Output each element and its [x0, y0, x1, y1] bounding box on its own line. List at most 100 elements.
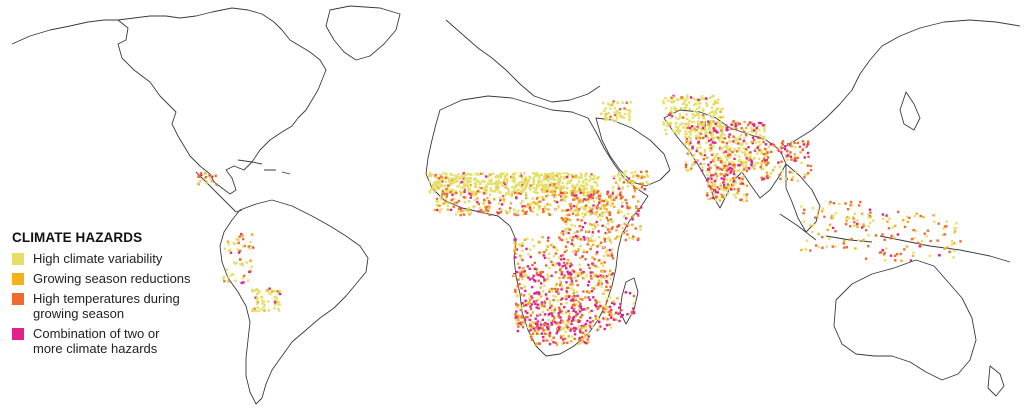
- hazard-pixel: [591, 185, 594, 188]
- hazard-pixel: [584, 333, 587, 337]
- hazard-pixel: [713, 129, 716, 132]
- hazard-pixel: [605, 285, 608, 288]
- hazard-pixel: [688, 119, 691, 123]
- hazard-pixel: [449, 173, 452, 176]
- hazard-pixel: [722, 115, 725, 119]
- hazard-pixel: [695, 99, 699, 102]
- hazard-pixel: [517, 319, 520, 322]
- hazard-pixel: [606, 190, 609, 194]
- hazard-pixel: [885, 214, 888, 217]
- hazard-pixel: [552, 316, 556, 319]
- hazard-pixel: [690, 125, 694, 128]
- hazard-pixel: [550, 260, 553, 263]
- hazard-pixel: [628, 115, 631, 118]
- hazard-pixel: [738, 142, 741, 145]
- hazard-pixel: [707, 177, 710, 180]
- hazard-pixel: [726, 154, 730, 157]
- hazard-pixel: [743, 193, 746, 196]
- hazard-pixel: [531, 197, 534, 200]
- hazard-pixel: [493, 198, 496, 201]
- hazard-pixel: [726, 164, 729, 168]
- hazard-pixel: [606, 310, 609, 314]
- hazard-pixel: [722, 188, 725, 192]
- hazard-pixel: [451, 173, 454, 176]
- hazard-pixel: [540, 188, 543, 191]
- hazard-pixel: [579, 172, 583, 176]
- hazard-pixel: [832, 202, 835, 205]
- hazard-pixel: [621, 116, 624, 119]
- hazard-pixel: [620, 315, 623, 318]
- hazard-pixel: [561, 265, 564, 268]
- hazard-pixel: [789, 155, 793, 158]
- hazard-pixel: [857, 239, 860, 242]
- hazard-pixel: [630, 311, 633, 314]
- hazard-pixel: [766, 176, 769, 180]
- hazard-pixel: [567, 295, 571, 298]
- hazard-pixel: [606, 297, 609, 300]
- hazard-pixel: [662, 123, 666, 126]
- hazard-pixel: [738, 137, 741, 141]
- hazard-pixel: [577, 320, 580, 324]
- hazard-pixel: [510, 194, 513, 198]
- hazard-pixel: [845, 246, 848, 249]
- hazard-pixel: [228, 248, 232, 251]
- hazard-pixel: [781, 140, 785, 143]
- hazard-pixel: [440, 208, 443, 211]
- hazard-pixel: [518, 184, 521, 187]
- hazard-pixel: [589, 212, 592, 215]
- hazard-pixel: [698, 151, 701, 155]
- hazard-pixel: [565, 297, 568, 301]
- hazard-pixel: [733, 163, 736, 167]
- hazard-pixel: [544, 328, 548, 332]
- hazard-pixel: [225, 268, 228, 271]
- hazard-pixel: [821, 246, 824, 249]
- hazard-pixel: [723, 145, 726, 148]
- hazard-pixel: [245, 261, 248, 264]
- hazard-pixel: [570, 242, 573, 245]
- hazard-pixel: [955, 221, 958, 225]
- hazard-pixel: [524, 176, 527, 179]
- hazard-pixel: [800, 248, 803, 252]
- hazard-pixel: [526, 203, 530, 206]
- hazard-pixel: [561, 239, 564, 242]
- hazard-pixel: [741, 163, 744, 167]
- hazard-pixel: [599, 192, 602, 195]
- hazard-pixel: [565, 290, 568, 293]
- hazard-pixel: [577, 248, 580, 251]
- hazard-pixel: [503, 177, 507, 180]
- hazard-pixel: [765, 163, 768, 167]
- hazard-pixel: [575, 279, 578, 282]
- hazard-pixel: [584, 207, 587, 210]
- hazard-pixel: [518, 270, 522, 273]
- hazard-pixel: [534, 172, 537, 175]
- hazard-pixel: [864, 229, 868, 232]
- hazard-pixel: [639, 182, 642, 186]
- hazard-pixel: [604, 289, 607, 292]
- hazard-pixel: [543, 177, 546, 180]
- hazard-pixel: [557, 180, 560, 183]
- hazard-pixel: [593, 190, 596, 193]
- hazard-pixel: [721, 168, 724, 171]
- hazard-pixel: [763, 152, 766, 156]
- hazard-pixel: [543, 183, 546, 186]
- hazard-pixel: [684, 104, 688, 107]
- hazard-pixel: [556, 327, 559, 331]
- hazard-pixel: [488, 193, 492, 196]
- hazard-pixel: [436, 208, 439, 212]
- hazard-pixel: [528, 297, 531, 300]
- hazard-pixel: [558, 256, 561, 259]
- hazard-pixel: [579, 302, 582, 305]
- hazard-pixel: [522, 275, 525, 278]
- hazard-pixel: [790, 171, 794, 174]
- hazard-pixel: [621, 205, 624, 208]
- hazard-pixel: [722, 141, 726, 144]
- hazard-pixel: [578, 297, 582, 300]
- hazard-pixel: [717, 157, 720, 160]
- hazard-pixel: [674, 122, 678, 126]
- hazard-pixel: [726, 169, 729, 173]
- hazard-pixel: [529, 329, 532, 332]
- hazard-pixel: [588, 175, 592, 179]
- hazard-pixel: [476, 172, 480, 175]
- hazard-pixel: [695, 111, 699, 114]
- hazard-pixel: [531, 321, 534, 324]
